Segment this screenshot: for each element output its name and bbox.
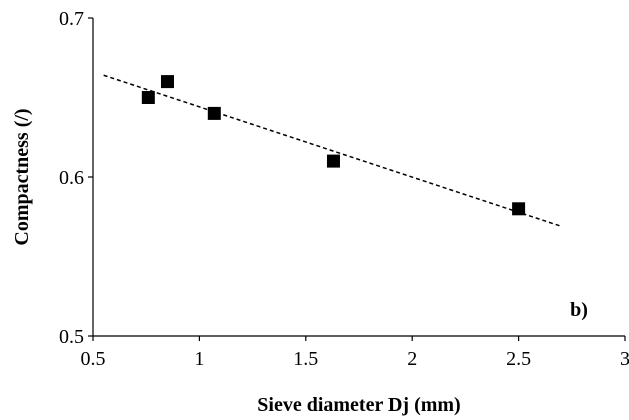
data-point-square bbox=[160, 75, 174, 89]
data-point-square bbox=[207, 106, 221, 120]
data-points bbox=[141, 75, 526, 216]
x-tick-label: 1.5 bbox=[293, 348, 318, 370]
data-point-square bbox=[141, 91, 155, 104]
trendline bbox=[103, 74, 562, 228]
y-tick-label: 0.7 bbox=[59, 8, 84, 30]
y-axis-title: Compactness (/) bbox=[11, 108, 33, 245]
x-tick-label: 1 bbox=[194, 348, 204, 370]
panel-label: b) bbox=[570, 299, 588, 321]
x-axis-title: Sieve diameter Dj (mm) bbox=[257, 394, 460, 416]
axis-ticks: 0.5 1 1.5 2 2.5 3 0.5 0.6 0.7 bbox=[59, 8, 629, 370]
x-tick-label: 2.5 bbox=[506, 348, 531, 370]
x-tick-label: 2 bbox=[407, 348, 417, 370]
y-tick-label: 0.5 bbox=[59, 326, 84, 348]
x-tick-label: 3 bbox=[620, 348, 629, 370]
data-point-square bbox=[512, 202, 526, 216]
trendline-dashed bbox=[103, 74, 562, 228]
plot-area bbox=[92, 18, 625, 337]
data-point-square bbox=[326, 154, 340, 168]
y-tick-label: 0.6 bbox=[59, 167, 84, 189]
x-tick-label: 0.5 bbox=[81, 348, 106, 370]
